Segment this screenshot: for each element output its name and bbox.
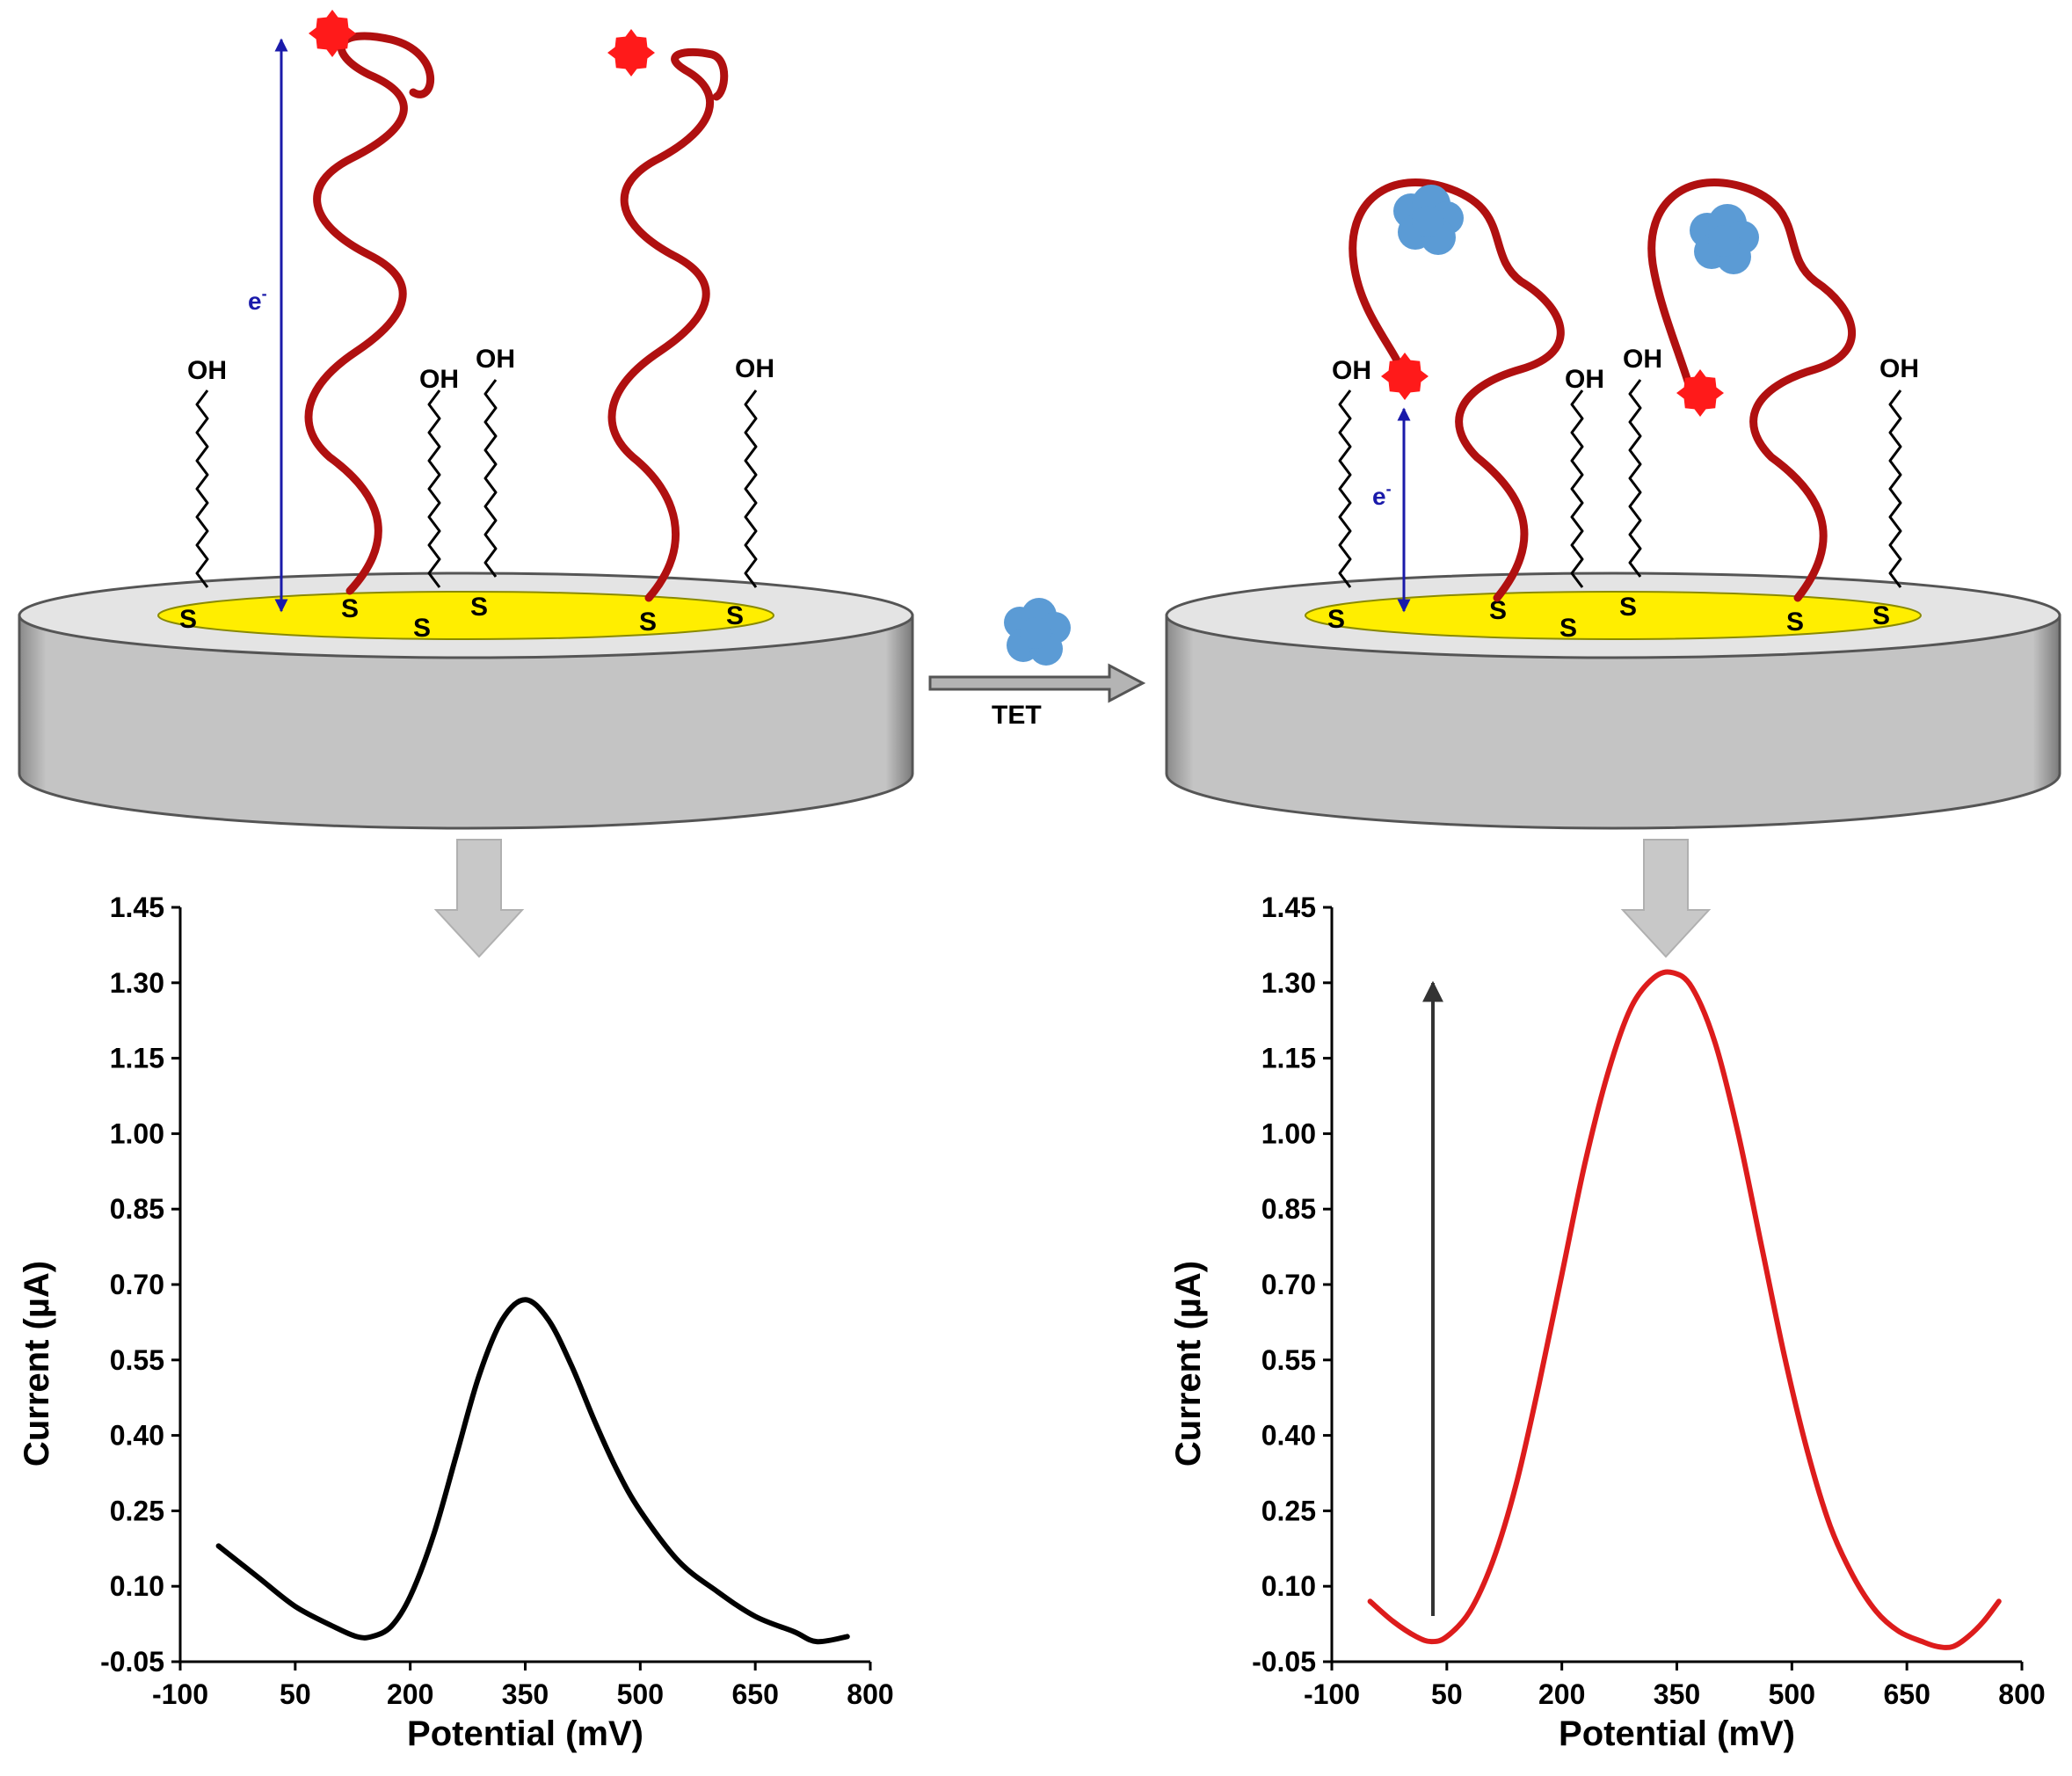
y-tick-label: -0.05: [1252, 1646, 1316, 1678]
y-tick-label: 1.00: [1261, 1117, 1316, 1149]
x-tick-label: 350: [1654, 1678, 1700, 1710]
x-tick-label: 200: [387, 1678, 433, 1710]
y-tick-label: 0.25: [110, 1495, 164, 1526]
svg-text:S: S: [341, 594, 359, 623]
x-tick-label: 650: [1883, 1678, 1930, 1710]
redox-tags-left: [309, 10, 655, 76]
sulfur-labels-right: S S S S S S: [1327, 593, 1890, 643]
y-tick-label: 0.55: [110, 1344, 164, 1376]
svg-text:OH: OH: [187, 356, 227, 385]
x-tick-label: 500: [617, 1678, 664, 1710]
y-tick-label: 1.15: [1261, 1043, 1316, 1074]
y-axis-title: Current (µA): [18, 1261, 56, 1467]
bound-target-molecules: [1393, 185, 1759, 274]
hydroxyl-labels-right: OH OH OH OH: [1332, 345, 1919, 394]
methylene-blue-tag: [309, 10, 356, 57]
svg-text:S: S: [413, 614, 431, 643]
y-tick-label: 0.10: [110, 1570, 164, 1602]
y-tick-label: 1.15: [110, 1043, 164, 1074]
hydroxyl-labels-left: OH OH OH OH: [187, 345, 774, 394]
x-tick-label: -100: [152, 1678, 208, 1710]
svg-text:S: S: [639, 608, 657, 637]
x-axis-title: Potential (mV): [407, 1714, 643, 1753]
right-electrode: [1165, 571, 2061, 830]
x-tick-label: 800: [1998, 1678, 2045, 1710]
methylene-blue-tag: [1381, 353, 1429, 400]
svg-text:S: S: [470, 593, 488, 622]
x-tick-label: 650: [731, 1678, 778, 1710]
mch-chains-right: [1338, 379, 1902, 588]
svg-text:S: S: [1872, 601, 1890, 630]
electron-transfer-arrow-right: e-: [1372, 407, 1411, 613]
y-tick-label: 1.45: [110, 892, 164, 923]
svg-text:S: S: [1619, 593, 1637, 622]
redox-tags-right: [1381, 353, 1724, 417]
voltammogram-line: [1367, 969, 2002, 1650]
y-tick-label: 1.00: [110, 1117, 164, 1149]
electron-label: e-: [248, 285, 267, 315]
x-tick-label: 50: [1431, 1678, 1463, 1710]
electron-transfer-arrow-left: e-: [248, 38, 288, 613]
y-tick-label: 0.55: [1261, 1344, 1316, 1376]
y-tick-label: 0.40: [1261, 1420, 1316, 1452]
left-electrode: [18, 571, 914, 830]
y-tick-label: 0.25: [1261, 1495, 1316, 1526]
svg-text:S: S: [1786, 608, 1804, 637]
mch-chains-left: [195, 379, 758, 588]
down-arrow-left: [433, 839, 525, 958]
x-tick-label: 200: [1538, 1678, 1585, 1710]
svg-text:OH: OH: [735, 354, 774, 383]
y-tick-label: 0.10: [1261, 1570, 1316, 1602]
down-arrow-right: [1620, 839, 1712, 958]
y-tick-label: 0.70: [110, 1269, 164, 1300]
target-label: TET: [992, 701, 1042, 730]
x-tick-label: 50: [280, 1678, 311, 1710]
aptamer-strands-right: [1349, 178, 1856, 602]
gold-surface-left: [157, 591, 774, 640]
aptamer-strands-left: [304, 32, 729, 602]
sulfur-labels-left: S S S S S S: [179, 593, 744, 643]
voltammogram-line: [215, 1297, 850, 1645]
y-tick-label: 0.85: [110, 1193, 164, 1225]
gold-surface-right: [1305, 591, 1922, 640]
reaction-arrow: [928, 663, 1146, 703]
y-tick-label: 0.85: [1261, 1193, 1316, 1225]
y-tick-label: 1.30: [1261, 967, 1316, 999]
y-tick-label: 1.45: [1261, 892, 1316, 923]
svg-text:S: S: [1489, 596, 1507, 625]
electron-label: e-: [1372, 480, 1392, 510]
x-tick-label: 800: [847, 1678, 893, 1710]
svg-text:OH: OH: [1879, 354, 1919, 383]
y-tick-label: 0.40: [110, 1420, 164, 1452]
x-axis-title: Potential (mV): [1559, 1714, 1795, 1753]
y-axis-title: Current (µA): [1169, 1261, 1208, 1467]
svg-text:S: S: [726, 601, 744, 630]
svg-text:S: S: [1327, 605, 1345, 634]
x-tick-label: 350: [502, 1678, 549, 1710]
methylene-blue-tag: [1676, 369, 1724, 417]
x-tick-label: -100: [1304, 1678, 1360, 1710]
svg-text:OH: OH: [1565, 365, 1604, 394]
chart-right: -0.05 0.10 0.25 0.40 0.55 0.70 0.85 1.00 1.15 1.3…: [1169, 892, 2046, 1753]
x-tick-label: 500: [1769, 1678, 1815, 1710]
y-tick-label: 0.70: [1261, 1269, 1316, 1300]
svg-text:OH: OH: [419, 365, 459, 394]
svg-text:OH: OH: [1332, 356, 1371, 385]
methylene-blue-tag: [607, 29, 655, 76]
svg-text:S: S: [1559, 614, 1577, 643]
target-molecule-icon: [1004, 598, 1071, 666]
y-tick-label: -0.05: [100, 1646, 164, 1678]
svg-text:OH: OH: [1623, 345, 1662, 374]
y-tick-label: 1.30: [110, 967, 164, 999]
svg-text:S: S: [179, 605, 197, 634]
chart-left: -0.05 0.10 0.25 0.40 0.55 0.70 0.85 1.00 1.15 1.3…: [18, 892, 894, 1753]
svg-text:OH: OH: [476, 345, 515, 374]
